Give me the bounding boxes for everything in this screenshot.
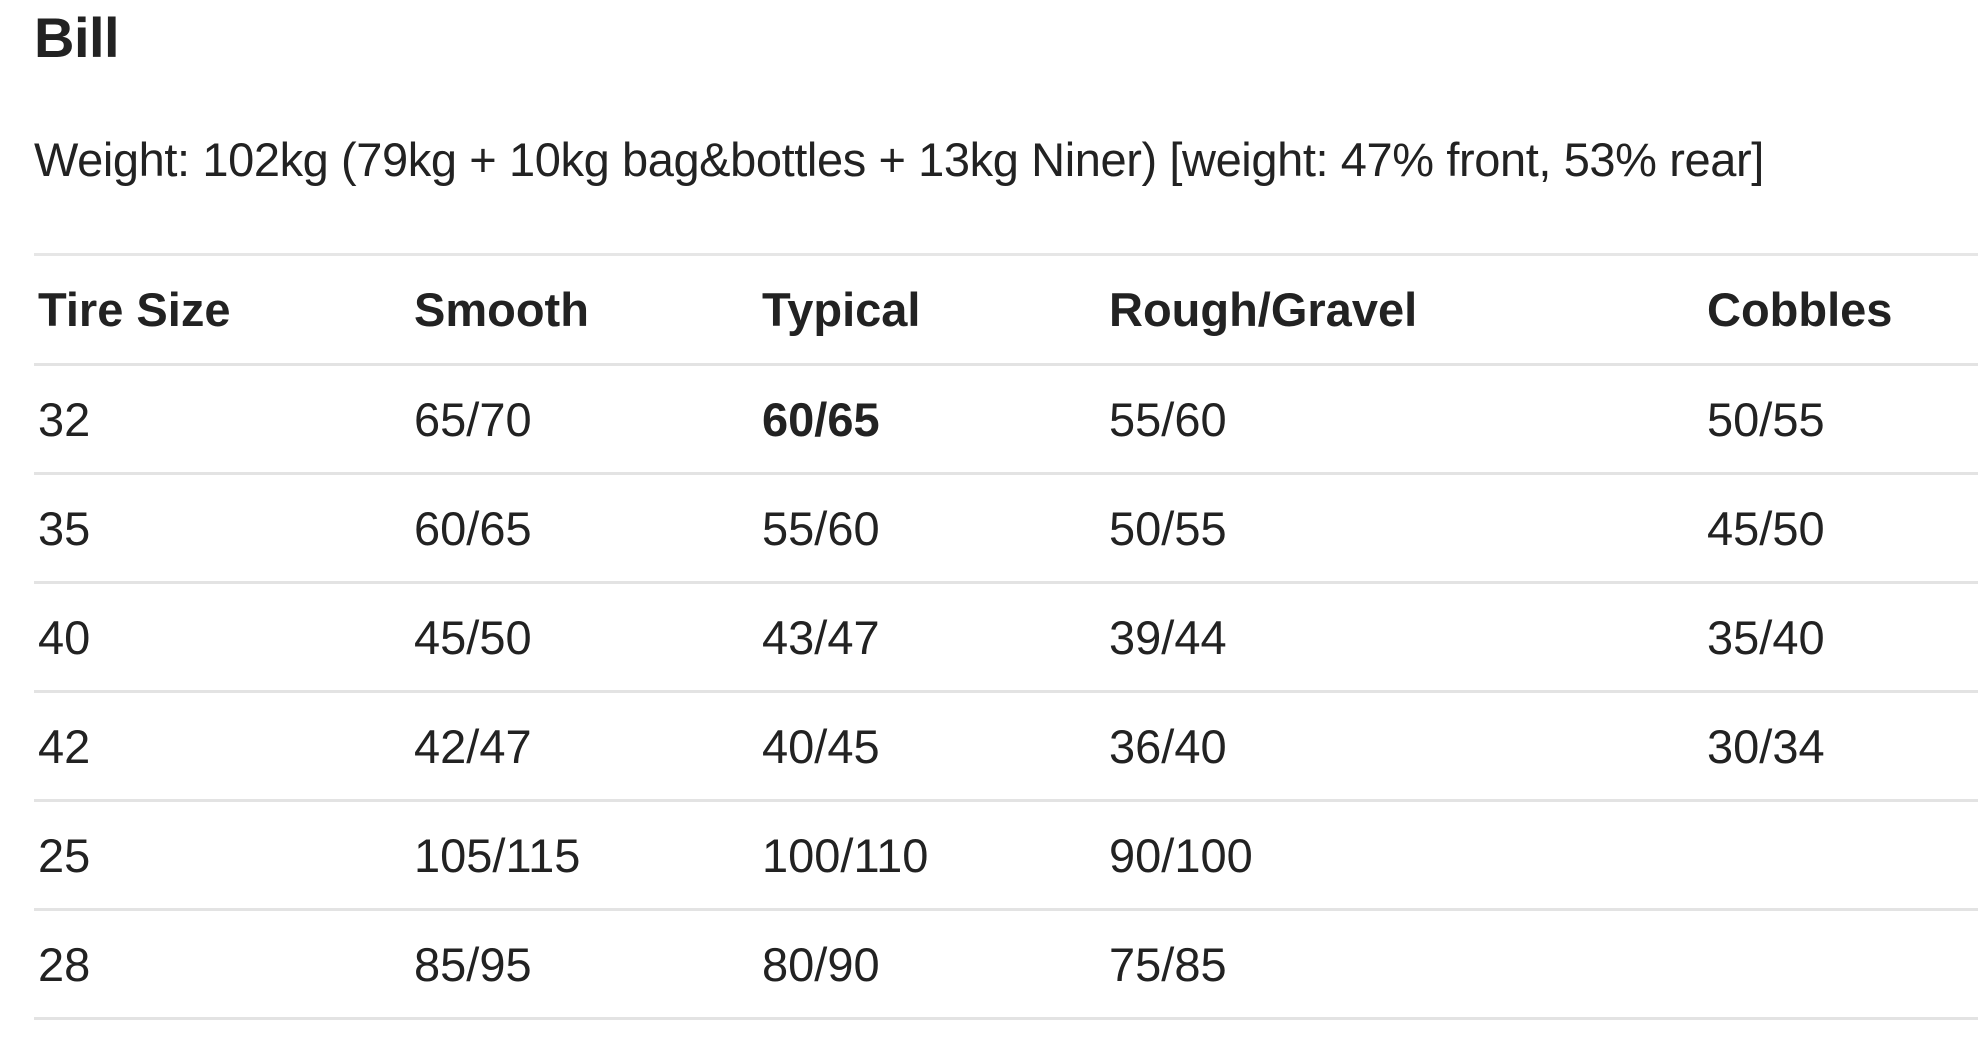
cell-typical: 80/90 [762,937,880,991]
cell-rough-gravel: 36/40 [1109,719,1227,773]
page-title: Bill [34,6,120,69]
cell-cobbles [1703,801,1978,910]
header-smooth: Smooth [414,283,589,336]
cell-typical-emphasized: 60/65 [762,392,880,446]
cell-smooth: 85/95 [414,937,532,991]
cell-smooth: 65/70 [414,392,532,446]
cell-smooth: 45/50 [414,610,532,664]
header-tire-size: Tire Size [38,283,231,336]
cell-typical: 100/110 [762,828,929,882]
table-row: 35 60/65 55/60 50/55 45/50 [34,474,1978,583]
cell-tire-size: 28 [38,937,91,991]
cell-typical: 40/45 [762,719,880,773]
cell-tire-size: 35 [38,501,91,555]
table-row: 25 105/115 100/110 90/100 [34,801,1978,910]
cell-tire-size: 32 [38,392,91,446]
header-rough-gravel: Rough/Gravel [1109,283,1418,336]
cell-tire-size: 25 [38,828,91,882]
cell-rough-gravel: 55/60 [1109,392,1227,446]
cell-rough-gravel: 75/85 [1109,937,1227,991]
cell-tire-size: 42 [38,719,91,773]
cell-cobbles: 50/55 [1707,392,1825,446]
cell-smooth: 60/65 [414,501,532,555]
table-header-row: Tire Size Smooth Typical Rough/Gravel Co… [34,254,1978,365]
weight-description: Weight: 102kg (79kg + 10kg bag&bottles +… [34,133,1764,186]
table-row: 42 42/47 40/45 36/40 30/34 [34,692,1978,801]
header-cobbles: Cobbles [1707,283,1893,336]
table-body: 32 65/70 60/65 55/60 50/55 35 60/65 55/6… [34,365,1978,1019]
cell-rough-gravel: 90/100 [1109,828,1253,882]
cell-tire-size: 40 [38,610,91,664]
table-row: 40 45/50 43/47 39/44 35/40 [34,583,1978,692]
table-row: 32 65/70 60/65 55/60 50/55 [34,365,1978,474]
cell-smooth: 105/115 [414,828,581,882]
cell-rough-gravel: 39/44 [1109,610,1227,664]
cell-cobbles [1703,910,1978,1019]
table-row: 28 85/95 80/90 75/85 [34,910,1978,1019]
cell-cobbles: 35/40 [1707,610,1825,664]
cell-typical: 43/47 [762,610,880,664]
table-header: Tire Size Smooth Typical Rough/Gravel Co… [34,254,1978,365]
cell-rough-gravel: 50/55 [1109,501,1227,555]
cell-smooth: 42/47 [414,719,532,773]
cell-typical: 55/60 [762,501,880,555]
tire-pressure-table: Tire Size Smooth Typical Rough/Gravel Co… [34,253,1978,1020]
header-typical: Typical [762,283,921,336]
cell-cobbles: 45/50 [1707,501,1825,555]
cell-cobbles: 30/34 [1707,719,1825,773]
